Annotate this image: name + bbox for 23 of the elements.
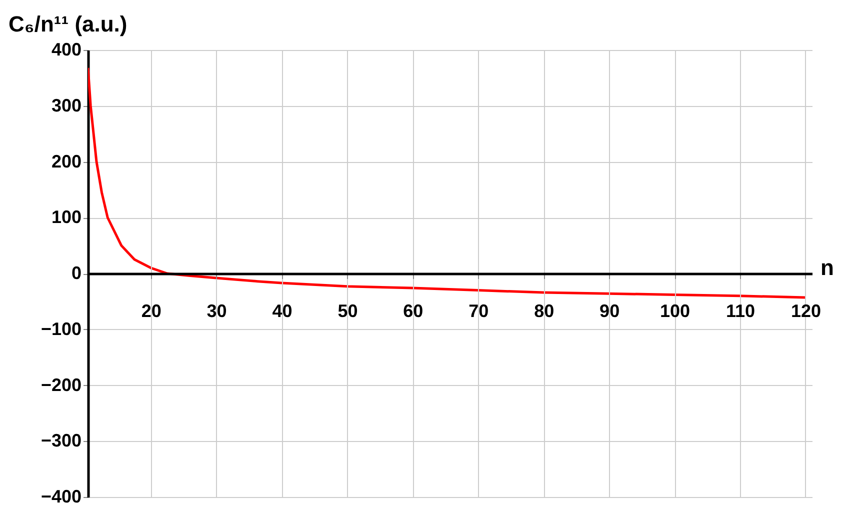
x-tick-label: 40 bbox=[272, 301, 292, 321]
y-tick-label: 200 bbox=[51, 151, 82, 172]
y-tick-label: −300 bbox=[40, 430, 82, 451]
x-tick-label: 50 bbox=[338, 301, 358, 321]
x-tick-label: 90 bbox=[600, 301, 620, 321]
x-tick-label: 20 bbox=[141, 301, 162, 321]
x-axis-title: n bbox=[820, 255, 834, 280]
y-tick-label: 0 bbox=[71, 263, 82, 283]
x-tick-label: 80 bbox=[534, 301, 554, 321]
y-tick-label: 100 bbox=[51, 207, 82, 228]
y-tick-label: −100 bbox=[40, 318, 82, 339]
x-tick-label: 30 bbox=[206, 301, 227, 321]
x-tick-label: 110 bbox=[726, 301, 756, 321]
y-tick-label: −400 bbox=[40, 486, 82, 506]
x-tick-label: 60 bbox=[403, 301, 424, 321]
x-tick-label: 120 bbox=[790, 301, 821, 321]
y-tick-label: 400 bbox=[51, 40, 82, 60]
y-axis-title: C₆/n¹¹ (a.u.) bbox=[8, 12, 128, 36]
y-tick-label: −200 bbox=[40, 374, 82, 395]
line-series bbox=[88, 66, 807, 299]
x-tick-label: 70 bbox=[468, 301, 489, 321]
y-tick-label: 300 bbox=[51, 95, 82, 116]
x-tick-label: 100 bbox=[660, 301, 690, 321]
